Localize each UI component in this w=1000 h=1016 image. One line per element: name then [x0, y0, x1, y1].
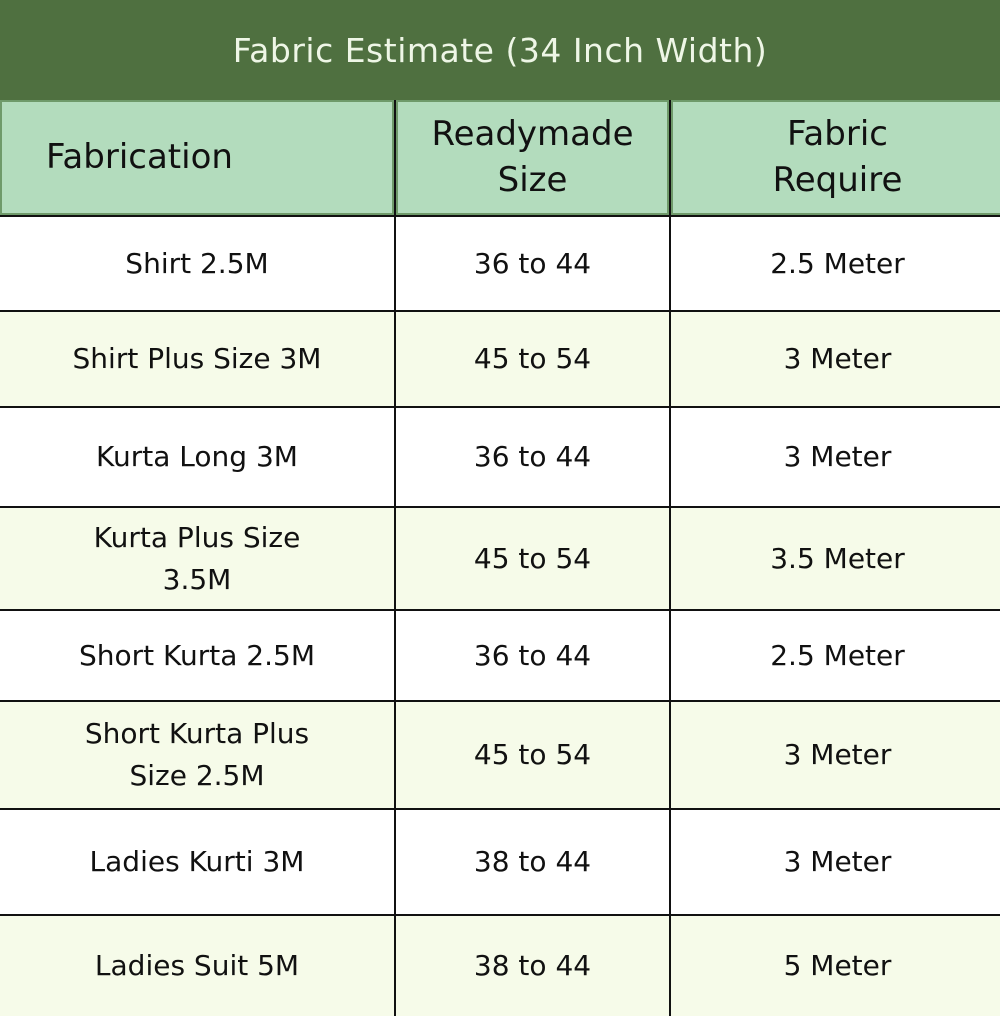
cell-fabrication: Kurta Plus Size 3.5M — [0, 508, 394, 609]
cell-fabric-require: 3.5 Meter — [671, 508, 1000, 609]
cell-fabrication: Ladies Suit 5M — [0, 916, 394, 1016]
cell-readymade-size: 38 to 44 — [396, 916, 669, 1016]
cell-fabrication: Short Kurta Plus Size 2.5M — [0, 702, 394, 808]
cell-readymade-size: 36 to 44 — [396, 408, 669, 506]
cell-fabric-require: 3 Meter — [671, 408, 1000, 506]
table-title: Fabric Estimate (34 Inch Width) — [0, 0, 1000, 100]
cell-fabrication: Shirt Plus Size 3M — [0, 312, 394, 406]
fabric-table: Fabrication Readymade Size Fabric Requir… — [0, 100, 1000, 1016]
cell-fabrication: Ladies Kurti 3M — [0, 810, 394, 914]
cell-fabrication: Kurta Long 3M — [0, 408, 394, 506]
cell-readymade-size: 36 to 44 — [396, 611, 669, 700]
cell-fabrication: Shirt 2.5M — [0, 217, 394, 310]
cell-fabric-require: 2.5 Meter — [671, 217, 1000, 310]
cell-readymade-size: 45 to 54 — [396, 702, 669, 808]
column-header-fabric-require: Fabric Require — [671, 100, 1000, 215]
column-header-readymade-size: Readymade Size — [396, 100, 669, 215]
cell-fabrication: Short Kurta 2.5M — [0, 611, 394, 700]
cell-fabric-require: 3 Meter — [671, 702, 1000, 808]
cell-fabric-require: 3 Meter — [671, 810, 1000, 914]
cell-readymade-size: 45 to 54 — [396, 508, 669, 609]
cell-fabric-require: 5 Meter — [671, 916, 1000, 1016]
cell-readymade-size: 38 to 44 — [396, 810, 669, 914]
cell-readymade-size: 36 to 44 — [396, 217, 669, 310]
column-header-fabrication: Fabrication — [0, 100, 394, 215]
cell-fabric-require: 2.5 Meter — [671, 611, 1000, 700]
cell-fabric-require: 3 Meter — [671, 312, 1000, 406]
cell-readymade-size: 45 to 54 — [396, 312, 669, 406]
